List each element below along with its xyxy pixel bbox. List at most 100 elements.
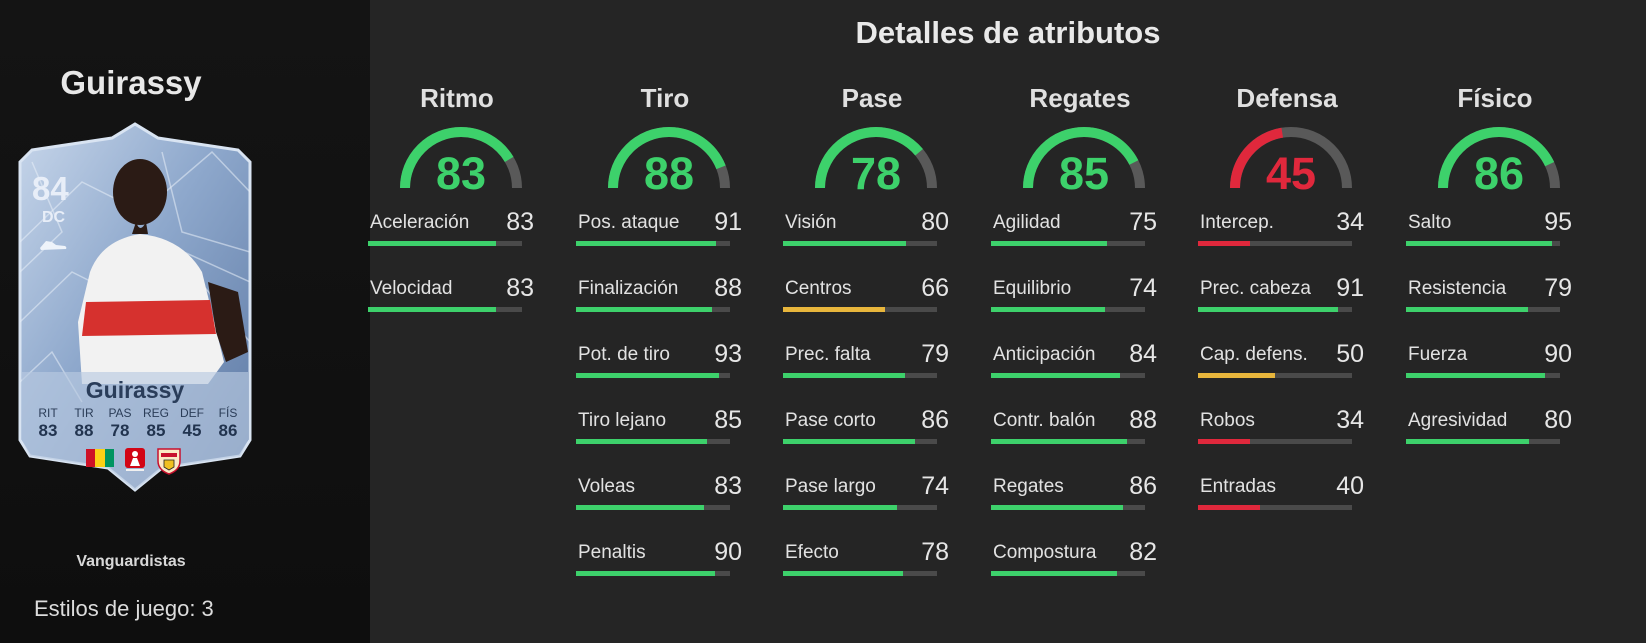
attribute-name: Contr. balón: [993, 410, 1096, 431]
card-stat-value: 83: [38, 421, 58, 440]
attribute-bar-fill: [576, 571, 715, 576]
attribute-name: Pase corto: [785, 410, 876, 431]
attribute-value: 91: [1336, 274, 1364, 302]
attribute-bar: [991, 505, 1145, 510]
player-card[interactable]: 84 DC Guirassy RIT 83 TIR 88 PAS 78 REG 85 D…: [12, 122, 258, 494]
attribute-name: Agresividad: [1408, 410, 1508, 431]
flag-guinea-icon: [86, 449, 114, 467]
attribute-efecto[interactable]: Efecto 78: [783, 538, 949, 608]
attribute-tiro-lejano[interactable]: Tiro lejano 85: [576, 406, 742, 476]
attribute-name: Fuerza: [1408, 344, 1468, 365]
attribute-bar: [1406, 241, 1560, 246]
attribute-vision[interactable]: Visión 80: [783, 208, 949, 278]
attribute-pase-corto[interactable]: Pase corto 86: [783, 406, 949, 476]
attribute-bar: [991, 241, 1145, 246]
attribute-list: Aceleración 83 Velocidad 83: [368, 208, 534, 344]
attribute-name: Tiro lejano: [578, 410, 667, 431]
attribute-penaltis[interactable]: Penaltis 90: [576, 538, 742, 608]
attribute-value: 85: [714, 406, 742, 434]
attribute-value: 84: [1129, 340, 1157, 368]
attribute-finalizacion[interactable]: Finalización 88: [576, 274, 742, 344]
category-name: Ritmo: [420, 83, 494, 113]
attribute-bar: [1198, 373, 1352, 378]
attribute-bar: [576, 439, 730, 444]
attribute-bar: [783, 571, 937, 576]
attribute-bar: [1406, 439, 1560, 444]
attribute-agresividad[interactable]: Agresividad 80: [1406, 406, 1572, 476]
attribute-bar: [368, 307, 522, 312]
card-stat-physical: FÍS 86: [212, 406, 244, 441]
attribute-bar-fill: [576, 307, 712, 312]
attribute-contr-balon[interactable]: Contr. balón 88: [991, 406, 1157, 476]
attribute-intercep[interactable]: Intercep. 34: [1198, 208, 1364, 278]
attribute-bar: [991, 307, 1145, 312]
card-overall-rating: 84: [32, 170, 69, 207]
attribute-aceleracion[interactable]: Aceleración 83: [368, 208, 534, 278]
card-player-name: Guirassy: [85, 377, 185, 403]
player-panel: Guirassy: [0, 0, 370, 643]
attribute-value: 90: [1544, 340, 1572, 368]
attribute-voleas[interactable]: Voleas 83: [576, 472, 742, 542]
attribute-prec-cabeza[interactable]: Prec. cabeza 91: [1198, 274, 1364, 344]
attribute-name: Cap. defens.: [1200, 344, 1308, 365]
attribute-velocidad[interactable]: Velocidad 83: [368, 274, 534, 344]
attribute-list: Agilidad 75 Equilibrio 74 Anticipación 84 Cont…: [991, 208, 1157, 608]
attribute-prec-falta[interactable]: Prec. falta 79: [783, 340, 949, 410]
attribute-name: Pos. ataque: [578, 212, 680, 233]
attribute-value: 91: [714, 208, 742, 236]
attribute-bar: [991, 439, 1145, 444]
attribute-bar: [1198, 439, 1352, 444]
attribute-fuerza[interactable]: Fuerza 90: [1406, 340, 1572, 410]
bundesliga-logo-icon: [125, 448, 145, 471]
attribute-list: Salto 95 Resistencia 79 Fuerza 90 Agresividad 8…: [1406, 208, 1572, 476]
attribute-entradas[interactable]: Entradas 40: [1198, 472, 1364, 542]
attribute-regates[interactable]: Regates 86: [991, 472, 1157, 542]
attribute-pos-ataque[interactable]: Pos. ataque 91: [576, 208, 742, 278]
gauge-fill: [400, 127, 522, 189]
attribute-value: 79: [921, 340, 949, 368]
category-rating: 85: [1058, 148, 1110, 199]
attribute-cap-defens[interactable]: Cap. defens. 50: [1198, 340, 1364, 410]
attribute-value: 83: [714, 472, 742, 500]
attribute-salto[interactable]: Salto 95: [1406, 208, 1572, 278]
attribute-name: Velocidad: [370, 278, 453, 299]
attribute-bar-fill: [576, 439, 707, 444]
attribute-pot-de-tiro[interactable]: Pot. de tiro 93: [576, 340, 742, 410]
attribute-compostura[interactable]: Compostura 82: [991, 538, 1157, 608]
category-gauge: 83: [394, 122, 528, 199]
category-rating: 83: [435, 148, 487, 199]
attribute-value: 66: [921, 274, 949, 302]
attribute-bar: [576, 571, 730, 576]
attribute-name: Aceleración: [370, 212, 470, 233]
attribute-bar: [783, 307, 937, 312]
attribute-bar-fill: [1406, 439, 1530, 444]
card-stat-shooting: TIR 88: [68, 406, 100, 441]
attribute-bar-fill: [1198, 307, 1339, 312]
player-name: Guirassy: [60, 64, 202, 101]
card-stat-value: 86: [218, 421, 238, 440]
card-stat-value: 78: [110, 421, 130, 440]
category-defensa: Defensa 45 Intercep. 34 Prec. cabeza 91 Cap. d…: [1198, 83, 1364, 542]
attribute-agilidad[interactable]: Agilidad 75: [991, 208, 1157, 278]
attribute-anticipacion[interactable]: Anticipación 84: [991, 340, 1157, 410]
category-rating: 86: [1473, 148, 1525, 199]
attribute-bar: [783, 505, 937, 510]
category-ritmo: Ritmo 83 Aceleración 83 Velocidad 83: [368, 83, 534, 344]
attribute-pase-largo[interactable]: Pase largo 74: [783, 472, 949, 542]
attribute-centros[interactable]: Centros 66: [783, 274, 949, 344]
attribute-bar: [783, 439, 937, 444]
category-rating: 78: [850, 148, 902, 199]
attribute-robos[interactable]: Robos 34: [1198, 406, 1364, 476]
attribute-name: Prec. cabeza: [1200, 278, 1311, 299]
attribute-equilibrio[interactable]: Equilibrio 74: [991, 274, 1157, 344]
gauge-fill: [1230, 127, 1352, 189]
category-name: Defensa: [1236, 83, 1338, 113]
category-name: Pase: [841, 83, 903, 113]
attribute-name: Voleas: [578, 476, 636, 497]
attribute-bar-fill: [1198, 505, 1260, 510]
attribute-value: 80: [921, 208, 949, 236]
attribute-name: Intercep.: [1200, 212, 1274, 233]
playstyles-count[interactable]: Estilos de juego: 3: [34, 596, 214, 621]
attribute-resistencia[interactable]: Resistencia 79: [1406, 274, 1572, 344]
attribute-value: 90: [714, 538, 742, 566]
